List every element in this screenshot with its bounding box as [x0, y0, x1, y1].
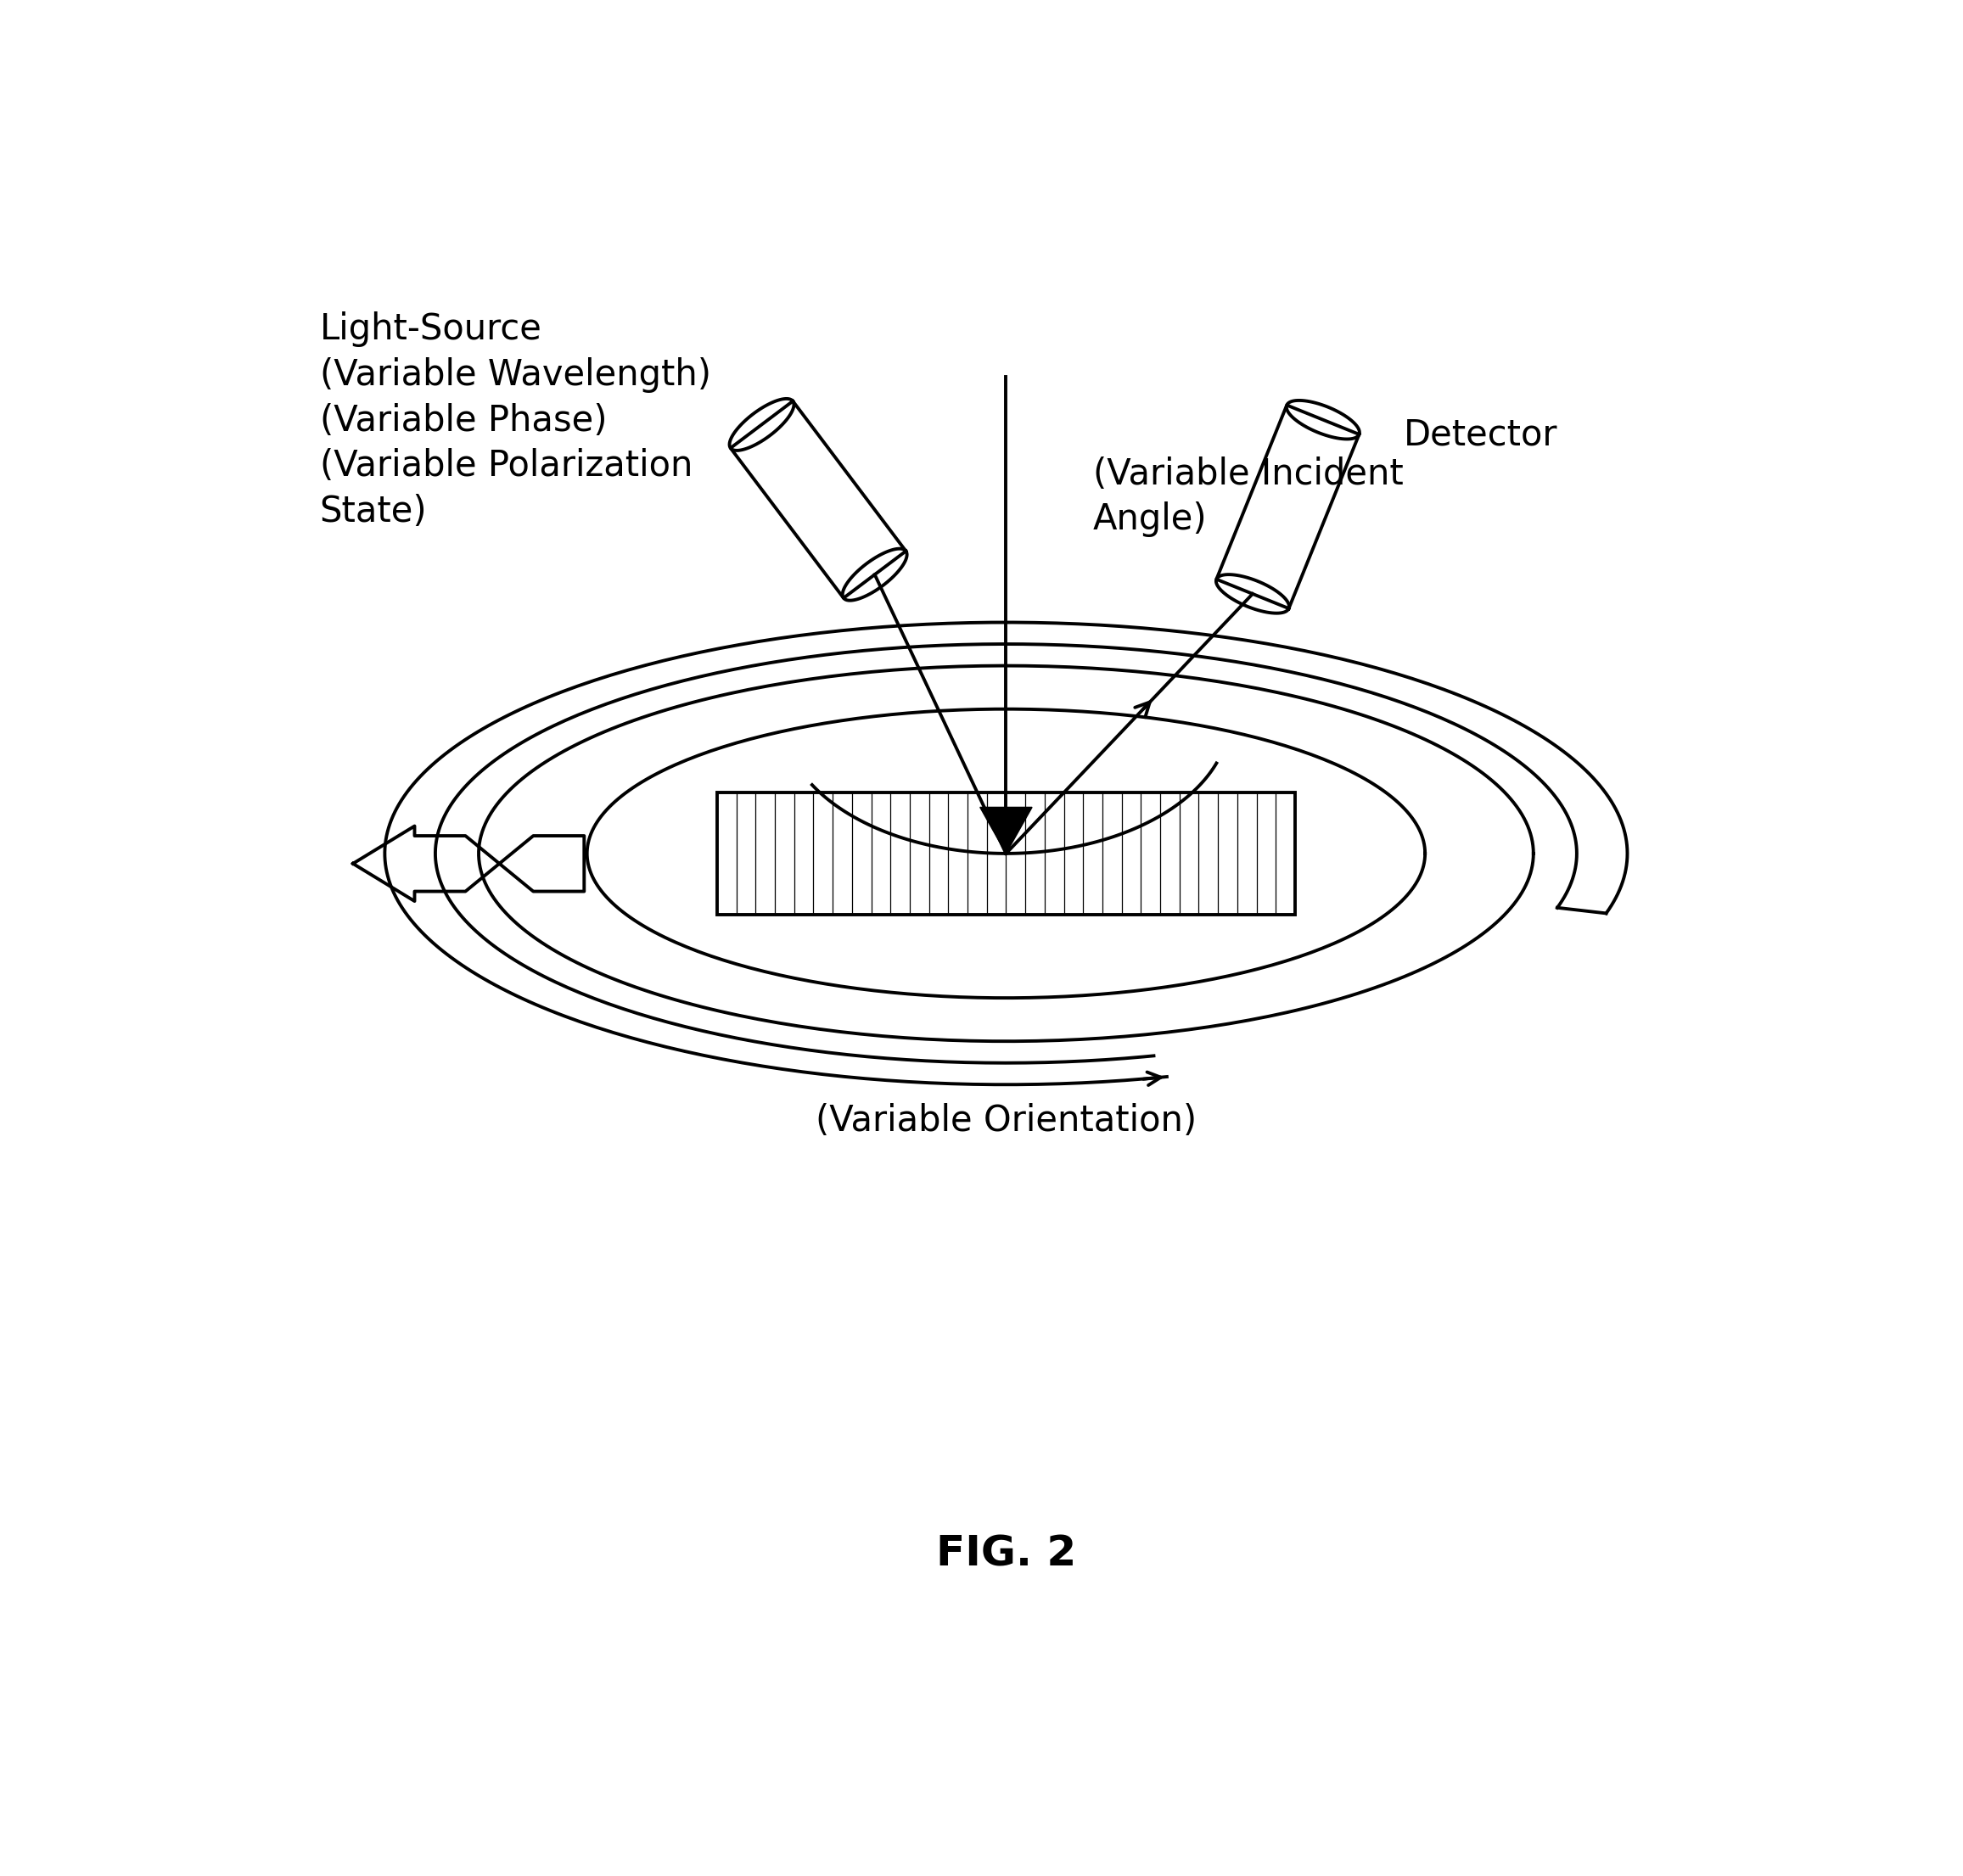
Text: (Variable Orientation): (Variable Orientation) — [815, 1103, 1197, 1139]
Polygon shape — [980, 807, 1033, 854]
Text: FIG. 2: FIG. 2 — [936, 1535, 1076, 1574]
Bar — [716, 792, 1296, 915]
Text: Detector: Detector — [1404, 416, 1557, 452]
Text: (Variable Incident
Angle): (Variable Incident Angle) — [1093, 456, 1404, 537]
Text: Light-Source
(Variable Wavelength)
(Variable Phase)
(Variable Polarization
State: Light-Source (Variable Wavelength) (Vari… — [320, 311, 711, 529]
